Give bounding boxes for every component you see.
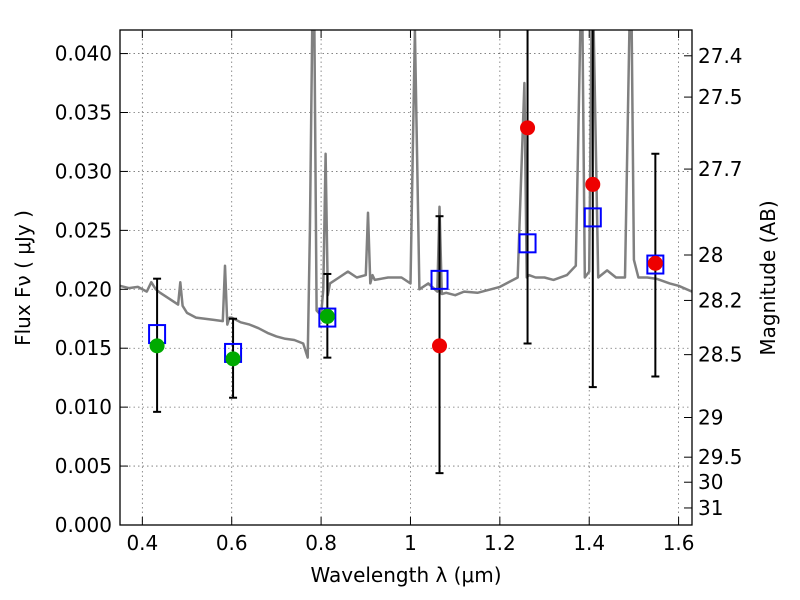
grid-lines: [120, 30, 692, 526]
right-tick-label: 27.5: [698, 85, 743, 109]
template-square-point: [583, 207, 602, 228]
optical-detection-point: [225, 351, 241, 367]
y-tick-label: 0.030: [55, 159, 112, 183]
y-tick-label: 0.005: [55, 454, 112, 478]
template-square-point: [430, 269, 449, 290]
template-square-point: [646, 254, 665, 275]
y-tick-label: 0.010: [55, 395, 112, 419]
y-axis-label: Flux Fν ( μJy ): [11, 210, 35, 346]
right-tick-label: 27.4: [698, 44, 743, 68]
y-tick-label: 0.040: [55, 42, 112, 66]
y-tick-label: 0.020: [55, 277, 112, 301]
optical-detection-point: [319, 308, 335, 324]
x-tick-label: 0.8: [305, 531, 337, 555]
right-tick-label: 28: [698, 243, 723, 267]
right-tick-label: 28.2: [698, 288, 743, 312]
data-markers: [148, 120, 665, 367]
right-tick-label: 28.5: [698, 343, 743, 367]
x-tick-label: 1.6: [663, 531, 695, 555]
right-axis-label: Magnitude (AB): [756, 200, 780, 355]
y-tick-label: 0.035: [55, 101, 112, 125]
y-tick-label: 0.000: [55, 513, 112, 537]
optical-detection-point: [149, 338, 165, 354]
right-tick-label: 29: [698, 406, 723, 430]
x-tick-label: 1.2: [484, 531, 516, 555]
x-tick-label: 1: [404, 531, 417, 555]
nir-detection-point: [520, 120, 536, 136]
x-tick-label: 1.4: [573, 531, 605, 555]
right-tick-label: 31: [698, 496, 723, 520]
right-tick-label: 29.5: [698, 445, 743, 469]
right-tick-label: 30: [698, 470, 723, 494]
nir-detection-point: [585, 176, 601, 192]
template-square-point: [518, 233, 537, 254]
nir-detection-point: [432, 338, 448, 354]
x-tick-label: 0.6: [216, 531, 248, 555]
axis-ticks: 0.4 0.6 0.8 1 1.2 1.4 1.6 0.000 0.005 0.010 0.015 0…: [55, 30, 743, 555]
template-square-point: [318, 307, 337, 328]
model-spectrum: [120, 30, 692, 359]
right-tick-label: 27.7: [698, 157, 743, 181]
y-tick-label: 0.015: [55, 336, 112, 360]
nir-detection-point: [647, 255, 663, 271]
x-tick-label: 0.4: [126, 531, 158, 555]
model-spectrum-line: [120, 30, 692, 359]
y-tick-label: 0.025: [55, 218, 112, 242]
plot-frame: [119, 29, 693, 526]
x-axis-label: Wavelength λ (μm): [310, 563, 501, 587]
